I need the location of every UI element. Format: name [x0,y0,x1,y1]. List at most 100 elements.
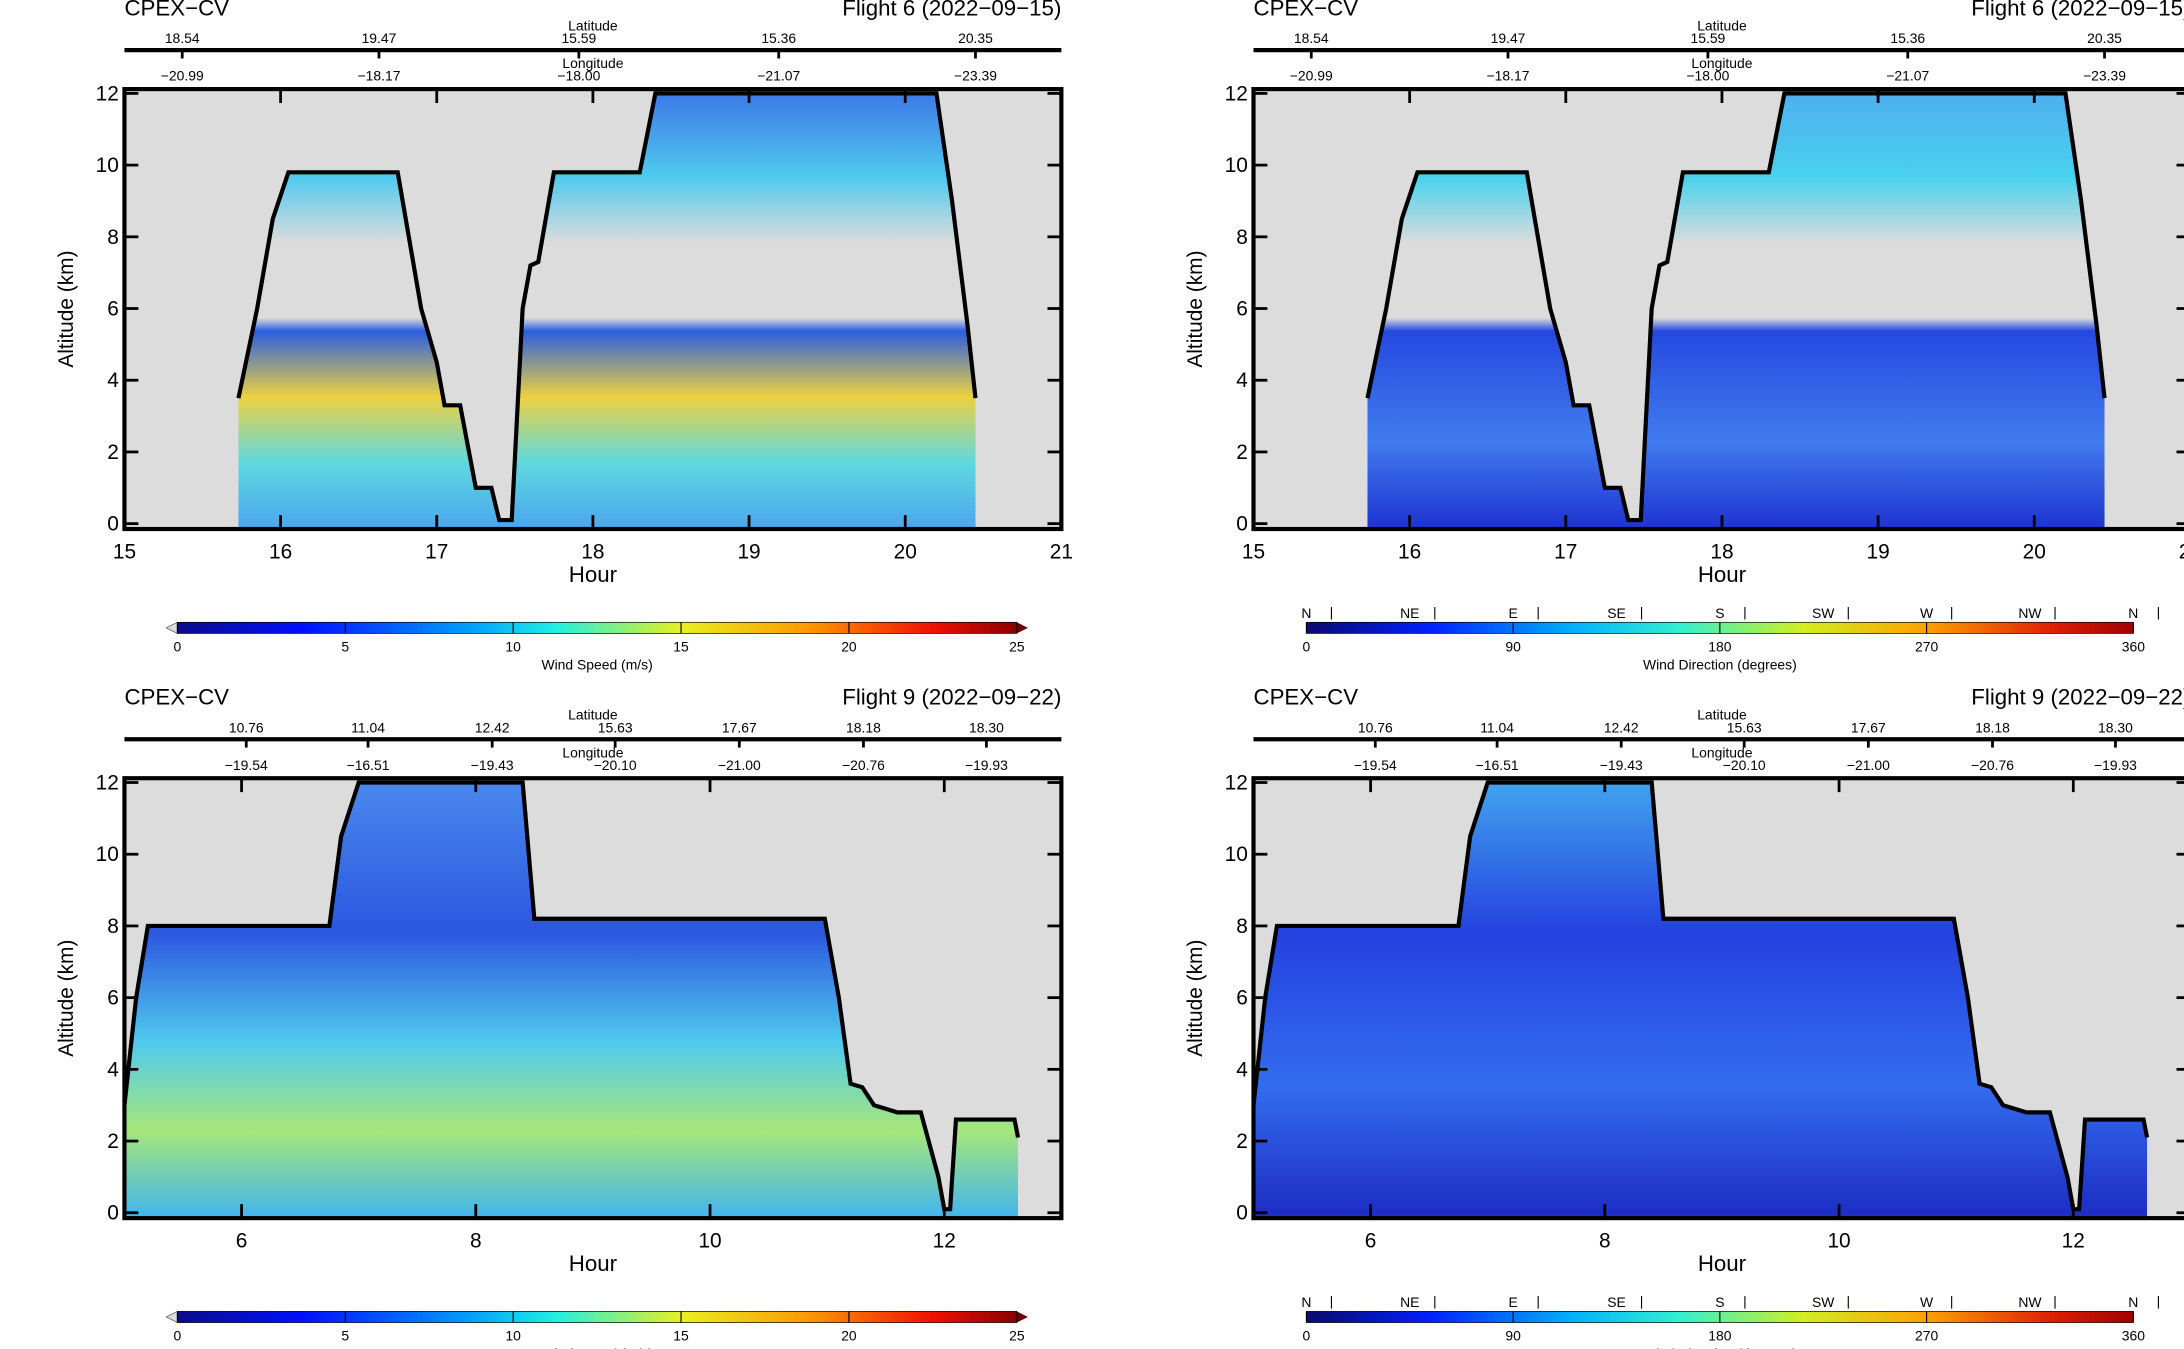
latitude-label: 12.42 [1604,719,1639,735]
x-axis-label: Hour [569,1251,618,1276]
x-tick-label: 21 [1050,540,1073,563]
colorbar-tick-label: 0 [1303,639,1311,655]
latitude-label: 19.47 [362,30,397,46]
y-tick-label: 0 [107,513,119,536]
colorbar [177,621,1018,634]
colorbar [177,1311,1018,1323]
longitude-label: −16.51 [347,757,390,773]
y-tick-label: 0 [1236,513,1248,536]
latitude-label: 10.76 [229,719,264,735]
y-tick-label: 10 [96,843,119,866]
longitude-label: −18.17 [1487,68,1530,84]
x-tick-label: 8 [470,1229,482,1252]
x-axis-label: Hour [1698,562,1747,587]
chart-subtitle: Flight 6 (2022−09−15) [1971,0,2184,20]
y-axis-label: Altitude (km) [55,250,78,367]
longitude-label: −18.17 [358,68,401,84]
colorbar-tick-label: 360 [2122,1328,2145,1344]
y-tick-label: 2 [1236,441,1248,464]
latitude-label: 15.36 [761,30,796,46]
y-tick-label: 4 [1236,369,1248,392]
compass-label: SW [1812,1294,1835,1310]
x-tick-label: 12 [2062,1229,2085,1252]
longitude-label: −19.54 [225,757,268,773]
latitude-label: 11.04 [351,719,385,735]
x-tick-label: 12 [933,1229,956,1252]
latitude-title: Latitude [568,18,618,34]
longitude-label: −19.43 [471,757,514,773]
longitude-label: −21.07 [1886,68,1929,84]
latitude-label: 10.76 [1358,719,1393,735]
y-tick-label: 4 [1236,1058,1248,1081]
x-axis-label: Hour [1698,1251,1747,1276]
longitude-label: −16.51 [1476,757,1519,773]
longitude-title: Longitude [1691,744,1752,760]
y-tick-label: 8 [107,226,119,249]
latitude-label: 17.67 [722,719,757,735]
y-tick-label: 8 [107,915,119,938]
chart-title: CPEX−CV [124,684,229,709]
compass-label: NE [1400,605,1419,621]
y-tick-label: 10 [1225,154,1248,177]
longitude-label: −19.43 [1600,757,1643,773]
y-tick-label: 2 [107,1130,119,1153]
colorbar-extend-low [165,1310,178,1324]
y-tick-label: 10 [1225,843,1248,866]
longitude-label: −23.39 [2083,68,2126,84]
compass-label: NW [2018,605,2042,621]
y-tick-label: 2 [107,441,119,464]
colorbar-tick-label: 20 [841,639,857,655]
x-tick-label: 8 [1599,1229,1611,1252]
chart-subtitle: Flight 6 (2022−09−15) [842,0,1061,20]
x-tick-label: 6 [1365,1229,1377,1252]
x-tick-label: 19 [1866,540,1889,563]
longitude-label: −21.00 [718,757,761,773]
latitude-label: 15.63 [598,719,633,735]
compass-label: NW [2018,1294,2042,1310]
longitude-label: −21.00 [1847,757,1890,773]
latitude-label: 15.59 [1690,30,1725,46]
colorbar-tick-label: 180 [1708,1328,1731,1344]
y-tick-label: 6 [107,297,119,320]
colorbar-tick-label: 5 [341,639,349,655]
chart-title: CPEX−CV [124,0,229,20]
colorbar-tick-label: 90 [1505,1328,1521,1344]
colorbar-label: Wind Speed (m/s) [541,657,652,673]
compass-label: N [1301,605,1311,621]
latitude-label: 19.47 [1491,30,1526,46]
latitude-label: 20.35 [2087,30,2122,46]
colorbar-extend-low [165,621,178,634]
x-tick-label: 17 [425,540,448,563]
y-tick-label: 6 [107,987,119,1010]
y-tick-label: 4 [107,1058,119,1081]
y-tick-label: 4 [107,369,119,392]
latitude-label: 17.67 [1851,719,1886,735]
colorbar-tick-label: 270 [1915,1328,1938,1344]
latitude-label: 18.54 [165,30,200,46]
y-tick-label: 12 [96,771,119,794]
y-tick-label: 2 [1236,1130,1248,1153]
x-tick-label: 16 [1398,540,1421,563]
chart-title: CPEX−CV [1253,0,1358,20]
colorbar-tick-label: 0 [173,1328,181,1344]
y-tick-label: 12 [96,82,119,105]
longitude-label: −20.76 [842,757,885,773]
colorbar-tick-label: 90 [1505,639,1521,655]
colorbar-tick-label: 25 [1009,639,1025,655]
x-tick-label: 18 [581,540,604,563]
longitude-label: −20.76 [1971,757,2014,773]
colorbar-tick-label: 360 [2122,639,2145,655]
y-tick-label: 8 [1236,226,1248,249]
y-tick-label: 0 [1236,1202,1248,1225]
latitude-label: 15.59 [561,30,596,46]
colorbar-tick-label: 270 [1915,639,1938,655]
longitude-label: −18.00 [1686,68,1729,84]
latitude-label: 11.04 [1480,719,1514,735]
colorbar-tick-label: 180 [1708,639,1731,655]
latitude-title: Latitude [1697,18,1747,34]
colorbar-tick-label: 0 [173,639,181,655]
colorbar-label: Wind Speed (m/s) [541,1346,652,1349]
